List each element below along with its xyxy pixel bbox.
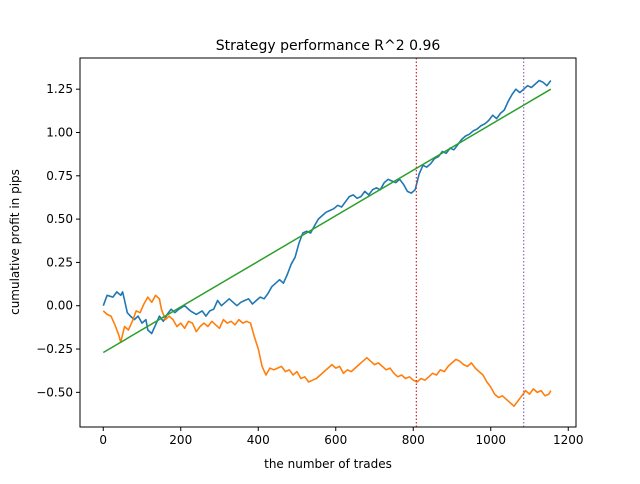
- x-tick-label: 200: [169, 433, 192, 447]
- y-tick-label: −0.50: [36, 385, 73, 399]
- series-line-secondary-equity: [102, 294, 552, 407]
- x-tick-label: 0: [99, 433, 107, 447]
- series-line-cumulative-profit: [102, 79, 552, 335]
- x-axis: 0 200 400 600 800 1000 1200: [99, 427, 584, 447]
- x-tick-label: 600: [324, 433, 347, 447]
- y-tick-label: 0.50: [46, 212, 73, 226]
- x-tick-label: 1200: [553, 433, 584, 447]
- x-tick-label: 1000: [475, 433, 506, 447]
- y-axis: −0.50 −0.25 0.00 0.25 0.50 0.75 1.00 1.25: [36, 82, 80, 399]
- chart-title: Strategy performance R^2 0.96: [216, 38, 441, 54]
- plot-area: [102, 58, 552, 427]
- y-tick-label: 0.00: [46, 299, 73, 313]
- x-tick-label: 800: [402, 433, 425, 447]
- y-tick-label: 1.25: [46, 82, 73, 96]
- y-tick-label: 1.00: [46, 125, 73, 139]
- y-tick-label: 0.75: [46, 169, 73, 183]
- x-axis-label: the number of trades: [264, 457, 392, 471]
- series-line-linear-fit: [102, 88, 552, 354]
- x-tick-label: 400: [247, 433, 270, 447]
- y-tick-label: 0.25: [46, 255, 73, 269]
- y-axis-label: cumulative profit in pips: [8, 169, 22, 315]
- axes-frame: [79, 57, 577, 428]
- y-tick-label: −0.25: [36, 342, 73, 356]
